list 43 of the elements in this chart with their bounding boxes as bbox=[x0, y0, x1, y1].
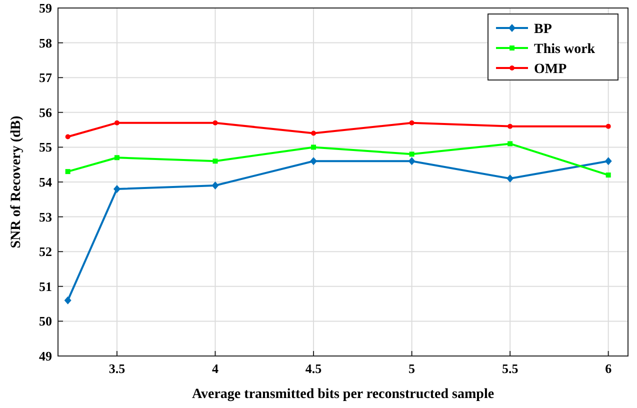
point bbox=[409, 152, 414, 157]
x-tick-label: 4 bbox=[212, 361, 219, 376]
x-tick-label: 3.5 bbox=[108, 361, 126, 376]
point bbox=[508, 141, 513, 146]
legend-label: OMP bbox=[534, 62, 568, 77]
point bbox=[408, 157, 416, 166]
point bbox=[409, 120, 414, 126]
point bbox=[508, 124, 513, 129]
x-tick-label: 5 bbox=[408, 361, 416, 376]
point bbox=[212, 120, 218, 126]
y-tick-label: 53 bbox=[39, 209, 52, 224]
point bbox=[114, 155, 120, 160]
y-axis-title: SNR of Recovery (dB) bbox=[9, 115, 24, 248]
x-tick-label: 4.5 bbox=[305, 361, 322, 376]
point bbox=[212, 181, 219, 190]
y-tick-label: 58 bbox=[39, 35, 52, 50]
x-axis-title: Average transmitted bits per reconstructed sample bbox=[192, 387, 494, 402]
point bbox=[604, 157, 612, 166]
y-tick-label: 49 bbox=[39, 348, 52, 364]
point bbox=[311, 130, 316, 136]
point bbox=[212, 158, 218, 164]
point bbox=[606, 124, 611, 129]
x-tick-label: 6 bbox=[605, 361, 612, 376]
y-tick-label: 51 bbox=[39, 278, 52, 294]
point bbox=[65, 134, 70, 140]
point bbox=[113, 184, 120, 193]
y-tick-label: 57 bbox=[39, 70, 52, 86]
x-tick-label: 5.5 bbox=[502, 361, 519, 376]
y-tick-label: 54 bbox=[39, 174, 52, 190]
point bbox=[114, 120, 120, 126]
y-tick-label: 55 bbox=[39, 140, 52, 155]
y-tick-label: 52 bbox=[39, 244, 52, 260]
y-tick-label: 50 bbox=[39, 314, 52, 329]
y-tick-label: 59 bbox=[39, 0, 52, 16]
y-tick-label: 56 bbox=[39, 104, 52, 120]
point bbox=[64, 296, 72, 304]
point bbox=[606, 172, 611, 178]
point bbox=[311, 144, 316, 150]
point bbox=[65, 169, 70, 174]
point bbox=[506, 174, 514, 183]
legend-label: This work bbox=[534, 42, 596, 57]
legend-label: BP bbox=[534, 22, 552, 37]
point bbox=[310, 157, 318, 166]
